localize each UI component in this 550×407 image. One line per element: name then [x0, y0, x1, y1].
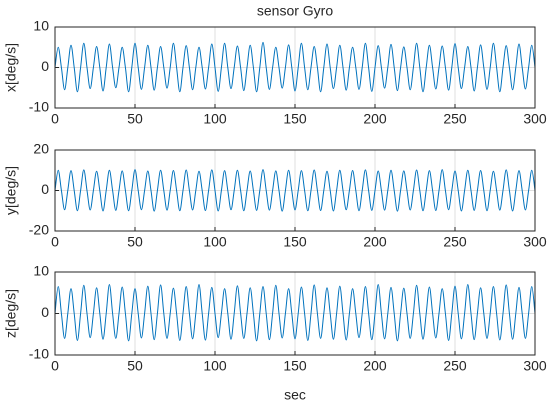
x-tick-label: 150: [283, 111, 307, 127]
y-tick-label: 20: [33, 141, 49, 157]
x-tick-label: 200: [363, 111, 387, 127]
y-tick-label: -10: [29, 99, 49, 115]
x-tick-label: 300: [523, 111, 547, 127]
x-tick-label: 200: [363, 358, 387, 374]
y-tick-label: 0: [41, 304, 49, 320]
axes-frame: [54, 271, 536, 356]
x-tick-label: 50: [127, 234, 143, 250]
y-tick-label: 0: [41, 58, 49, 74]
x-tick-label: 0: [51, 234, 59, 250]
data-line: [55, 169, 535, 212]
x-tick-label: 100: [203, 234, 227, 250]
data-line: [55, 283, 535, 342]
x-tick-label: 250: [443, 358, 467, 374]
data-line: [55, 41, 535, 93]
x-tick-label: 150: [283, 358, 307, 374]
y-tick-label: 10: [33, 263, 49, 279]
x-tick-label: 150: [283, 234, 307, 250]
x-tick-label: 0: [51, 111, 59, 127]
x-tick-label: 0: [51, 358, 59, 374]
x-tick-label: 100: [203, 358, 227, 374]
axes-frame: [54, 149, 536, 232]
x-axis-label: sec: [284, 387, 306, 403]
y-tick-label: 10: [33, 18, 49, 34]
y-tick-label: -20: [29, 222, 49, 238]
x-tick-label: 250: [443, 234, 467, 250]
x-tick-label: 200: [363, 234, 387, 250]
y-axis-label: z[deg/s]: [3, 289, 19, 338]
x-tick-label: 50: [127, 358, 143, 374]
chart-title: sensor Gyro: [257, 3, 333, 19]
y-tick-label: -10: [29, 346, 49, 362]
x-tick-label: 300: [523, 358, 547, 374]
x-tick-label: 300: [523, 234, 547, 250]
y-axis-label: y[deg/s]: [3, 166, 19, 215]
x-tick-label: 50: [127, 111, 143, 127]
x-tick-label: 250: [443, 111, 467, 127]
x-tick-label: 100: [203, 111, 227, 127]
axes-frame: [54, 26, 536, 109]
y-tick-label: 0: [41, 181, 49, 197]
y-axis-label: x[deg/s]: [3, 43, 19, 92]
